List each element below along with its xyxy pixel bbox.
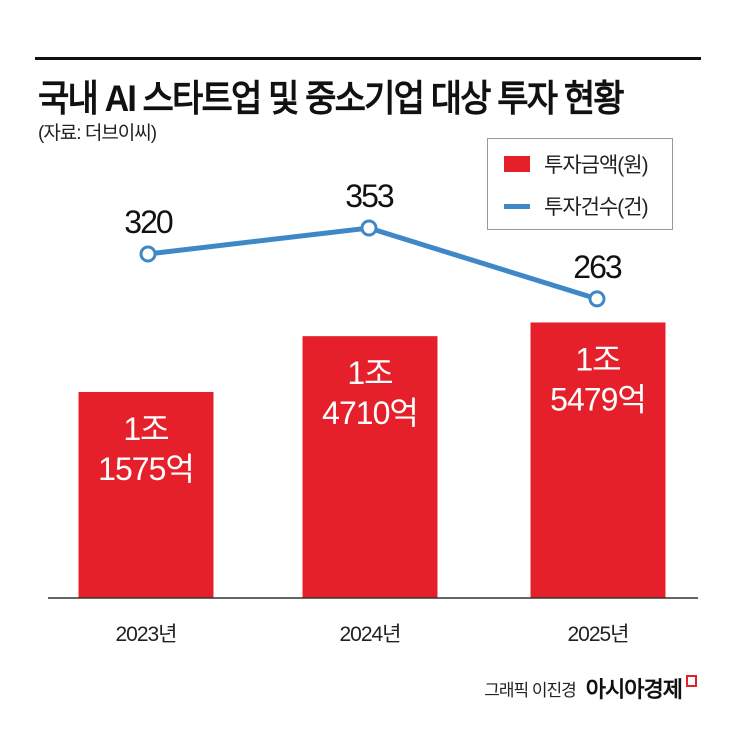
bar-1: [78, 391, 214, 598]
bar-value-label: 1조: [123, 411, 168, 447]
logo-mark-icon: [686, 675, 697, 687]
x-tick-label: 2025년: [567, 623, 628, 646]
top-rule: [35, 57, 701, 60]
legend-item-count: 투자건수(건): [504, 191, 649, 221]
legend: 투자금액(원) 투자건수(건): [487, 138, 673, 230]
legend-label-count: 투자건수(건): [544, 196, 649, 219]
credit: 그래픽 이진경 아시아경제: [484, 672, 697, 704]
bar-2: [302, 336, 438, 598]
count-line: [147, 225, 598, 302]
count-value-label: 353: [345, 178, 394, 214]
count-point: [360, 219, 378, 237]
legend-label-amount: 투자금액(원): [544, 154, 649, 177]
chart-title: 국내 AI 스타트업 및 중소기업 대상 투자 현황: [38, 78, 625, 119]
count-value-label: 320: [124, 204, 173, 240]
bar-value-label: 4710억: [322, 395, 418, 431]
bar-value-label: 1조: [575, 341, 620, 377]
credit-byline: 그래픽 이진경: [484, 680, 577, 700]
legend-item-amount: 투자금액(원): [504, 149, 649, 179]
x-tick-label: 2024년: [339, 623, 400, 646]
x-tick-label: 2023년: [115, 623, 176, 646]
bar-value-label: 1575억: [98, 451, 194, 487]
count-value-label: 263: [573, 249, 622, 285]
count-point: [139, 245, 157, 263]
legend-swatch-line: [504, 203, 530, 209]
publisher-logo: 아시아경제: [585, 677, 683, 702]
bar-value-label: 1조: [347, 355, 392, 391]
bar-value-label: 5479억: [550, 381, 646, 417]
count-point: [588, 290, 606, 308]
source-note: (자료: 더브이씨): [38, 123, 157, 144]
legend-swatch-bar: [504, 156, 530, 172]
bar-3: [530, 322, 666, 598]
